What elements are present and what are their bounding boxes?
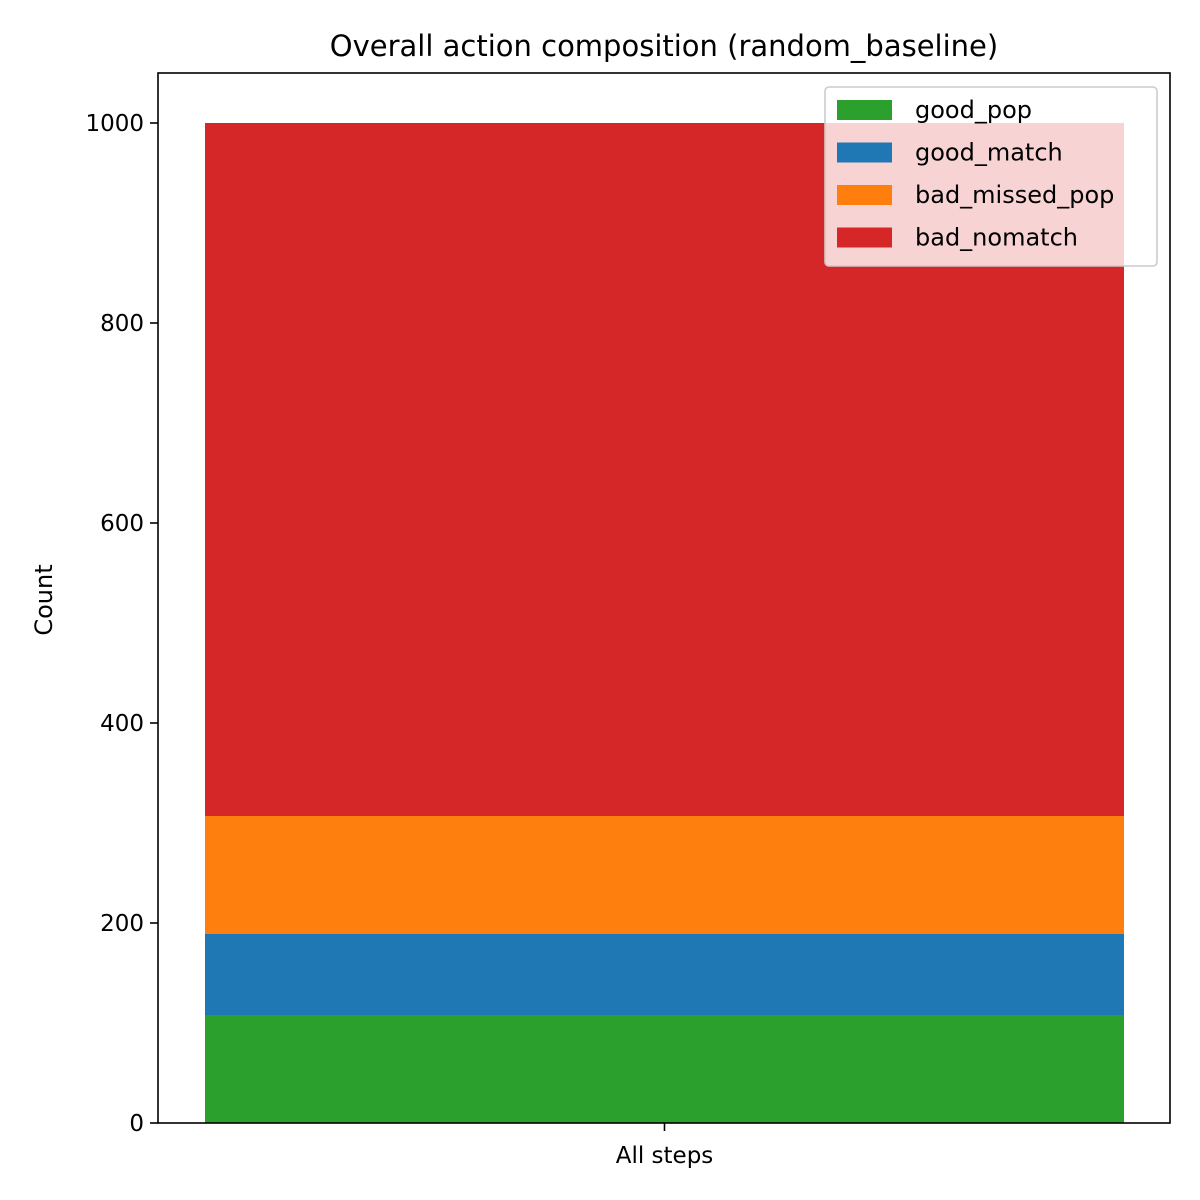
legend-label-bad-nomatch: bad_nomatch (915, 224, 1078, 252)
y-axis: 0 200 400 600 800 1000 (85, 111, 158, 1137)
x-tick-label: All steps (616, 1143, 714, 1169)
y-tick-label: 400 (100, 711, 144, 737)
chart-title: Overall action composition (random_basel… (330, 29, 998, 63)
legend-box (824, 86, 1158, 267)
legend: good_pop good_match bad_missed_pop bad_noma… (824, 86, 1158, 267)
bar-segment-good-pop (205, 1015, 1124, 1123)
legend-label-good-pop: good_pop (915, 96, 1032, 124)
y-tick-label: 800 (100, 311, 144, 337)
bar-segment-bad-missed-pop (205, 816, 1124, 934)
y-tick-label: 0 (129, 1111, 144, 1137)
legend-swatch-bad-nomatch (837, 227, 892, 248)
x-axis: All steps (616, 1123, 714, 1169)
legend-label-bad-missed-pop: bad_missed_pop (915, 181, 1114, 209)
legend-swatch-good-match (837, 142, 892, 163)
bar-segment-good-match (205, 934, 1124, 1015)
y-axis-label: Count (30, 564, 58, 635)
y-tick-label: 600 (100, 511, 144, 537)
bar-stack (205, 123, 1124, 1123)
legend-label-good-match: good_match (915, 139, 1063, 167)
legend-swatch-bad-missed-pop (837, 185, 892, 205)
y-tick-label: 1000 (85, 111, 144, 137)
legend-swatch-good-pop (837, 100, 892, 120)
y-tick-label: 200 (100, 911, 144, 937)
